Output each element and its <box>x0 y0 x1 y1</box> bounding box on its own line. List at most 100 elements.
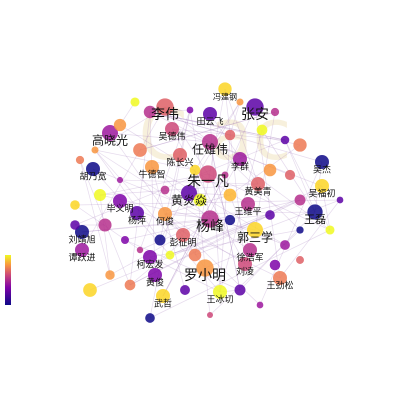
node <box>156 98 174 116</box>
edge <box>94 149 196 171</box>
node-label: 高晓光 <box>92 133 128 148</box>
node-label: 牛德智 <box>138 169 165 181</box>
node <box>269 259 281 271</box>
node <box>130 206 144 220</box>
edge <box>81 106 166 251</box>
node-label: 武哲 <box>154 298 172 310</box>
edge <box>149 111 286 141</box>
edge <box>149 256 221 293</box>
node <box>70 200 80 210</box>
node-label: 毕义明 <box>106 203 133 215</box>
edge <box>209 141 291 176</box>
node <box>173 148 187 162</box>
node <box>158 207 172 221</box>
edge <box>254 106 281 279</box>
node <box>265 210 275 220</box>
node <box>160 185 170 195</box>
node <box>315 155 329 169</box>
edge <box>229 194 251 251</box>
node <box>233 152 247 166</box>
node-label: 柯宏发 <box>136 259 163 271</box>
node <box>133 143 147 157</box>
edge <box>149 111 231 136</box>
edge <box>224 88 259 185</box>
edge <box>164 211 316 215</box>
node-label: 谭跃进 <box>68 253 95 264</box>
node-label: 杨峰 <box>196 219 224 235</box>
edge <box>219 134 231 293</box>
edge <box>207 173 331 231</box>
node-label: 黄俊 <box>146 277 164 289</box>
node <box>307 204 323 220</box>
edge <box>99 173 209 196</box>
node <box>284 169 296 181</box>
node <box>273 271 287 285</box>
node <box>251 177 265 191</box>
node <box>188 248 202 262</box>
node <box>93 188 107 202</box>
node <box>263 163 277 177</box>
node <box>154 234 166 246</box>
node <box>130 97 140 107</box>
edge <box>149 111 301 146</box>
color-bar <box>5 255 11 305</box>
edge <box>89 214 271 291</box>
edge <box>169 214 271 256</box>
node <box>202 134 218 150</box>
node <box>143 250 157 264</box>
node-label: 王劲松 <box>266 280 293 292</box>
edge <box>151 166 186 291</box>
edge <box>124 239 241 291</box>
node-label: 李伟 <box>151 107 179 123</box>
node <box>156 289 170 303</box>
node <box>124 279 136 291</box>
node <box>199 165 217 183</box>
node <box>83 283 97 297</box>
node-label: 黄炎焱 <box>171 194 207 208</box>
node-label: 王磊 <box>304 213 326 226</box>
node-label: 王维平 <box>234 206 261 218</box>
node <box>116 176 124 184</box>
node-label: 陈长兴 <box>166 157 193 169</box>
node <box>165 122 179 136</box>
node <box>218 82 232 96</box>
node <box>105 270 115 280</box>
edge <box>79 159 111 276</box>
node <box>113 118 127 132</box>
edge <box>81 214 271 233</box>
node <box>181 185 197 201</box>
node <box>91 146 99 154</box>
node <box>98 218 112 232</box>
node-label: 王冰切 <box>206 294 233 306</box>
edge <box>209 141 241 291</box>
edge <box>179 109 191 156</box>
node <box>223 188 237 202</box>
edge <box>219 129 263 293</box>
node <box>238 257 252 271</box>
node <box>121 236 129 244</box>
node <box>280 240 290 250</box>
node <box>256 301 264 309</box>
node <box>196 259 214 277</box>
node <box>165 250 175 260</box>
node-label: 徐浩军 <box>236 252 263 264</box>
edge <box>229 101 241 136</box>
edge <box>279 199 341 279</box>
edge <box>209 141 241 291</box>
node-label: 刘凌 <box>236 266 254 278</box>
node <box>75 243 89 257</box>
edge <box>149 111 323 163</box>
node-label: 朱一凡 <box>187 174 229 190</box>
edge <box>164 213 231 221</box>
edge <box>129 185 323 286</box>
node-label: 何俊 <box>156 216 174 228</box>
edge <box>74 139 286 226</box>
node <box>243 243 257 257</box>
edge <box>194 101 241 171</box>
node <box>293 138 307 152</box>
node <box>145 160 159 174</box>
node <box>176 228 190 242</box>
